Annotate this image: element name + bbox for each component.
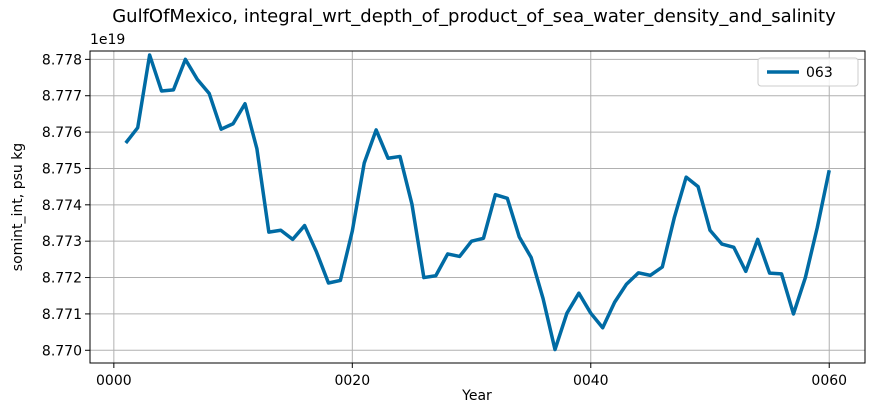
data-point: [303, 224, 305, 226]
data-point: [291, 238, 293, 240]
y-tick-label: 8.772: [42, 271, 82, 287]
data-point: [756, 238, 758, 240]
data-point: [637, 272, 639, 274]
data-point: [518, 236, 520, 238]
x-tick-label: 0040: [573, 373, 609, 389]
x-axis: 0000 0020 0040 0060: [96, 363, 847, 389]
data-point: [148, 54, 150, 56]
data-point: [196, 78, 198, 80]
legend-label: 063: [806, 65, 833, 81]
data-point: [661, 266, 663, 268]
data-point: [816, 226, 818, 228]
data-point: [494, 193, 496, 195]
data-point: [220, 128, 222, 130]
data-point: [172, 89, 174, 91]
x-tick-label: 0020: [334, 373, 370, 389]
data-point: [256, 148, 258, 150]
data-point: [125, 142, 127, 144]
series-063-line: [124, 53, 831, 352]
data-point: [613, 301, 615, 303]
data-point: [458, 255, 460, 257]
y-tick-label: 8.777: [42, 89, 82, 105]
data-point: [566, 312, 568, 314]
data-point: [625, 283, 627, 285]
y-axis: 8.770 8.771 8.772 8.773 8.774 8.775 8.776 8.777…: [42, 52, 90, 359]
data-point: [685, 176, 687, 178]
y-tick-label: 8.770: [42, 343, 82, 359]
y-tick-label: 8.776: [42, 125, 82, 141]
y-tick-label: 8.773: [42, 234, 82, 250]
series-points: [125, 54, 831, 351]
data-point: [733, 246, 735, 248]
x-axis-label: Year: [461, 388, 492, 404]
data-point: [244, 103, 246, 105]
data-point: [375, 129, 377, 131]
data-point: [387, 157, 389, 159]
data-point: [601, 327, 603, 329]
data-point: [590, 312, 592, 314]
data-point: [721, 243, 723, 245]
data-point: [363, 162, 365, 164]
grid: [90, 51, 865, 363]
data-point: [542, 297, 544, 299]
data-point: [184, 58, 186, 60]
data-point: [554, 348, 556, 350]
data-point: [327, 282, 329, 284]
data-point: [649, 274, 651, 276]
data-point: [411, 203, 413, 205]
data-point: [423, 276, 425, 278]
data-point: [768, 272, 770, 274]
data-point: [435, 275, 437, 277]
y-tick-label: 8.771: [42, 307, 82, 323]
data-point: [697, 185, 699, 187]
data-point: [709, 229, 711, 231]
x-tick-label: 0000: [96, 373, 132, 389]
data-point: [446, 253, 448, 255]
plot-area: [89, 50, 866, 364]
data-point: [745, 270, 747, 272]
data-point: [470, 240, 472, 242]
data-point: [828, 169, 830, 171]
data-point: [268, 231, 270, 233]
legend-box: [757, 57, 859, 87]
data-point: [780, 273, 782, 275]
legend: 063: [757, 57, 859, 87]
y-tick-label: 8.775: [42, 161, 82, 177]
data-point: [506, 197, 508, 199]
data-point: [530, 256, 532, 258]
data-point: [208, 92, 210, 94]
data-point: [399, 155, 401, 157]
y-axis-label: somint_int, psu kg: [10, 143, 26, 271]
data-point: [351, 230, 353, 232]
data-point: [673, 217, 675, 219]
data-point: [339, 279, 341, 281]
data-point: [804, 276, 806, 278]
x-tick-label: 0060: [811, 373, 847, 389]
y-tick-label: 8.774: [42, 198, 82, 214]
data-point: [280, 229, 282, 231]
data-point: [578, 292, 580, 294]
data-point: [792, 313, 794, 315]
y-tick-label: 8.778: [42, 52, 82, 68]
data-point: [482, 237, 484, 239]
data-point: [232, 123, 234, 125]
data-point: [136, 127, 138, 129]
data-point: [160, 90, 162, 92]
chart-title: GulfOfMexico, integral_wrt_depth_of_prod…: [112, 6, 836, 27]
y-offset-text: 1e19: [90, 32, 125, 48]
data-point: [315, 251, 317, 253]
